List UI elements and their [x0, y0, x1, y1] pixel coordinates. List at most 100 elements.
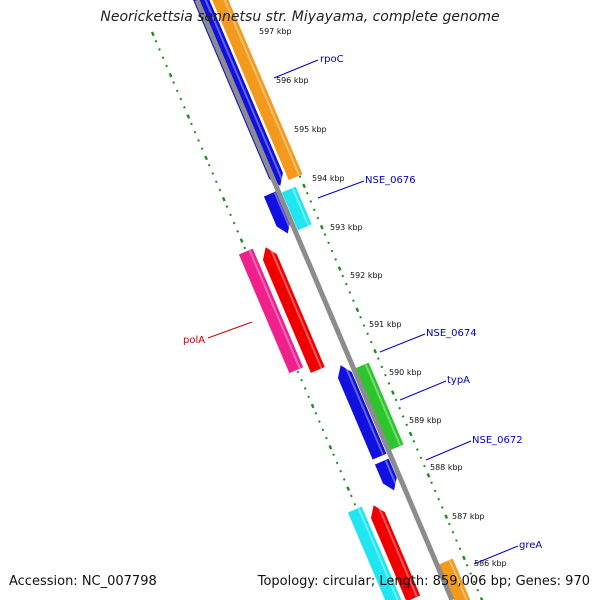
- feature-highlight: [248, 250, 301, 369]
- tick-mark: [419, 456, 423, 460]
- tick-mark: [316, 216, 320, 220]
- tick-mark: [335, 461, 339, 465]
- tick-mark: [353, 502, 357, 506]
- gene-label-polA: polA: [183, 335, 205, 346]
- tick-label: 587 kbp: [452, 512, 485, 521]
- gene-label-greA: greA: [519, 540, 542, 551]
- tick-mark: [319, 224, 324, 230]
- leader-line: [207, 321, 253, 339]
- tick-mark: [207, 163, 211, 167]
- leader-line: [273, 59, 319, 79]
- topology-text: Topology: circular; Length: 859,006 bp; …: [257, 574, 590, 589]
- tick-mark: [416, 448, 419, 451]
- tick-label: 589 kbp: [409, 416, 442, 425]
- tick-mark: [161, 56, 165, 60]
- tick-mark: [158, 48, 161, 51]
- feature-rpoC: [212, 0, 303, 181]
- tick-mark: [215, 180, 218, 184]
- tick-mark: [318, 420, 321, 423]
- tick-mark: [479, 597, 484, 600]
- tick-mark: [200, 147, 204, 151]
- feature-polA-b: [262, 247, 325, 373]
- tick-mark: [376, 357, 380, 360]
- tick-mark: [330, 249, 334, 253]
- labels: 597 kbp 596 kbp 595 kbp 594 kbp 593 kbp 592 k…: [183, 27, 542, 568]
- tick-mark: [186, 114, 191, 119]
- tick-mark: [408, 431, 413, 437]
- tick-label: 595 kbp: [294, 125, 327, 134]
- tick-mark: [150, 31, 155, 37]
- tick-mark: [366, 332, 369, 336]
- gene-label-NSE_0674: NSE_0674: [426, 328, 477, 339]
- feature-polA-a: [238, 248, 304, 374]
- feature-NSE_0676: [281, 186, 312, 231]
- tick-mark: [296, 370, 300, 374]
- tick-mark: [179, 97, 183, 101]
- tick-mark: [193, 130, 197, 134]
- tick-label: 597 kbp: [259, 27, 292, 36]
- tick-mark: [168, 72, 173, 78]
- tick-mark: [175, 89, 179, 93]
- tick-mark: [437, 497, 440, 501]
- leader-line: [317, 180, 365, 199]
- tick-label: 586 kbp: [474, 559, 507, 568]
- feature-highlight: [384, 460, 399, 489]
- tick-mark: [310, 403, 315, 409]
- tick-mark: [345, 282, 348, 286]
- tick-mark: [243, 246, 247, 250]
- tick-mark: [346, 486, 351, 491]
- tick-mark: [154, 39, 158, 43]
- tick-mark: [305, 191, 309, 195]
- tick-mark: [325, 436, 328, 440]
- tick-mark: [314, 411, 318, 415]
- tick-mark: [328, 444, 333, 450]
- leader-line: [399, 380, 447, 401]
- tick-label: 591 kbp: [369, 320, 402, 329]
- tick-mark: [423, 464, 426, 468]
- tick-label: 594 kbp: [312, 174, 345, 183]
- tick-mark: [204, 155, 208, 161]
- tick-label: 596 kbp: [276, 76, 309, 85]
- tick-marks: [150, 31, 484, 600]
- gene-label-NSE_0672: NSE_0672: [472, 435, 523, 446]
- map-title: Neorickettsia sennetsu str. Miyayama, co…: [100, 9, 500, 25]
- tick-mark: [229, 213, 232, 217]
- tick-mark: [472, 580, 476, 584]
- tick-mark: [387, 382, 391, 385]
- tick-mark: [352, 299, 355, 303]
- tick-mark: [369, 340, 373, 344]
- tick-label: 590 kbp: [389, 368, 422, 377]
- tick-mark: [342, 478, 346, 481]
- feature-highlight: [268, 246, 323, 369]
- feature-highlight: [376, 504, 418, 597]
- feature-highlight: [291, 188, 310, 226]
- tick-mark: [373, 348, 378, 354]
- tick-mark: [451, 530, 455, 534]
- tick-mark: [476, 588, 480, 592]
- tick-mark: [303, 387, 307, 390]
- feature-NSE_0672: [374, 458, 397, 491]
- tick-mark: [430, 481, 433, 484]
- tick-mark: [302, 183, 306, 189]
- tick-mark: [300, 378, 303, 382]
- tick-mark: [313, 208, 316, 212]
- tick-mark: [321, 428, 325, 432]
- tick-mark: [236, 230, 239, 233]
- tick-mark: [218, 188, 222, 192]
- tick-mark: [469, 572, 472, 575]
- tick-mark: [309, 200, 313, 203]
- tick-mark: [380, 365, 384, 369]
- tick-mark: [221, 196, 226, 202]
- accession-text: Accession: NC_007798: [9, 574, 157, 589]
- tick-mark: [183, 106, 186, 109]
- tick-mark: [455, 539, 458, 542]
- feature-highlight: [448, 560, 468, 600]
- tick-mark: [433, 489, 437, 493]
- tick-mark: [384, 373, 387, 377]
- tick-mark: [332, 453, 335, 456]
- tick-mark: [341, 274, 345, 278]
- tick-mark: [211, 172, 215, 175]
- feature-greA: [438, 558, 471, 600]
- feature-highlight: [273, 192, 293, 232]
